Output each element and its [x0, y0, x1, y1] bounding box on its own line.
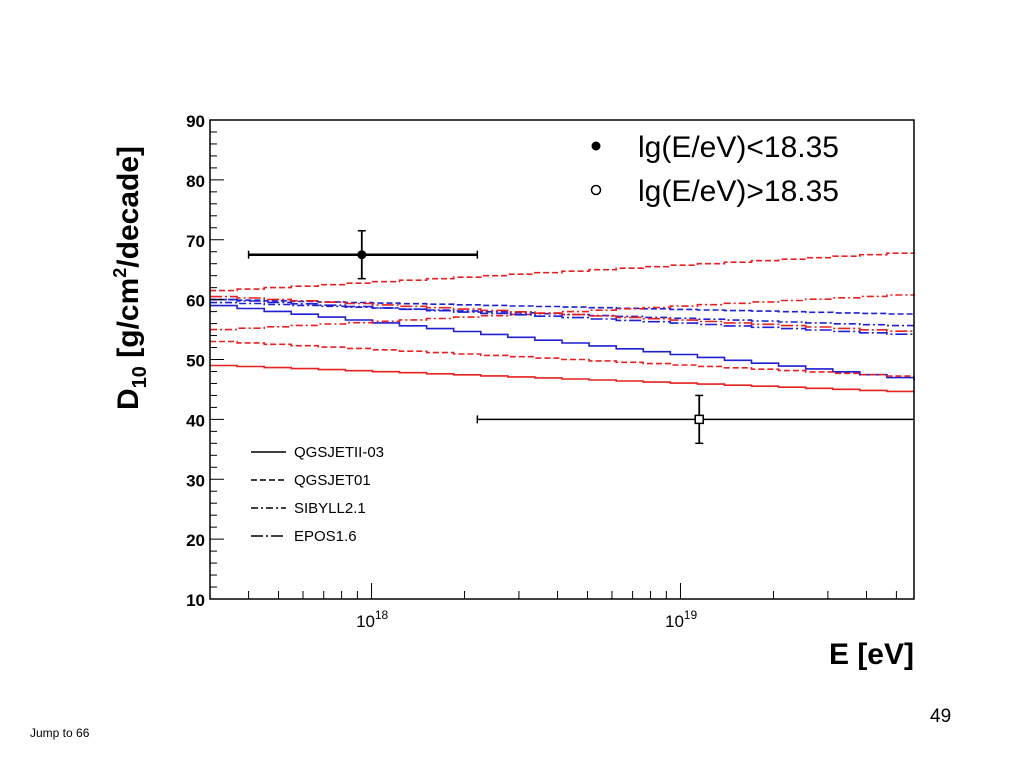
- legend-model-label: SIBYLL2.1: [294, 500, 366, 517]
- y-tick-label: 20: [186, 531, 205, 550]
- y-tick-label: 40: [186, 411, 205, 430]
- model-curve: [210, 293, 915, 331]
- legend-model-label: QGSJETII-03: [294, 444, 384, 461]
- legend-model-label: QGSJET01: [294, 472, 371, 489]
- data-marker-filled: [357, 250, 367, 260]
- x-tick-label: 10: [665, 612, 684, 631]
- legends: lg(E/eV)<18.35 lg(E/eV)>18.35 QGSJETII-03 Q…: [251, 131, 839, 545]
- legend-data-label: lg(E/eV)<18.35: [638, 131, 839, 164]
- legend-model-label: EPOS1.6: [294, 528, 357, 545]
- slide-number: 49: [930, 706, 952, 727]
- model-curve: [210, 251, 915, 292]
- x-tick-label: 10: [356, 612, 375, 631]
- y-tick-label: 30: [186, 471, 205, 490]
- data-marker-open: [694, 414, 704, 425]
- data-points: [247, 230, 914, 445]
- y-tick-label: 70: [186, 232, 205, 251]
- model-curves: [210, 251, 915, 393]
- x-axis-title: E [eV]: [829, 638, 914, 671]
- jump-link[interactable]: Jump to 66: [30, 726, 90, 740]
- model-curve: [210, 340, 915, 378]
- legend-marker-open: [590, 184, 602, 196]
- model-curve: [210, 364, 915, 393]
- y-tick-label: 50: [186, 352, 205, 371]
- model-curve: [210, 304, 915, 381]
- model-curve: [210, 298, 915, 336]
- y-tick-label: 90: [186, 112, 205, 131]
- y-tick-label: 10: [186, 591, 205, 610]
- x-tick-exponent: 18: [375, 608, 389, 622]
- x-tick-exponent: 19: [684, 608, 698, 622]
- legend-data-label: lg(E/eV)>18.35: [638, 175, 839, 208]
- legend-marker-filled: [591, 141, 601, 151]
- y-tick-label: 80: [186, 172, 205, 191]
- model-curve: [210, 295, 915, 333]
- y-tick-label: 60: [186, 292, 205, 311]
- y-axis-title: D10 [g/cm2/decade]: [110, 146, 151, 410]
